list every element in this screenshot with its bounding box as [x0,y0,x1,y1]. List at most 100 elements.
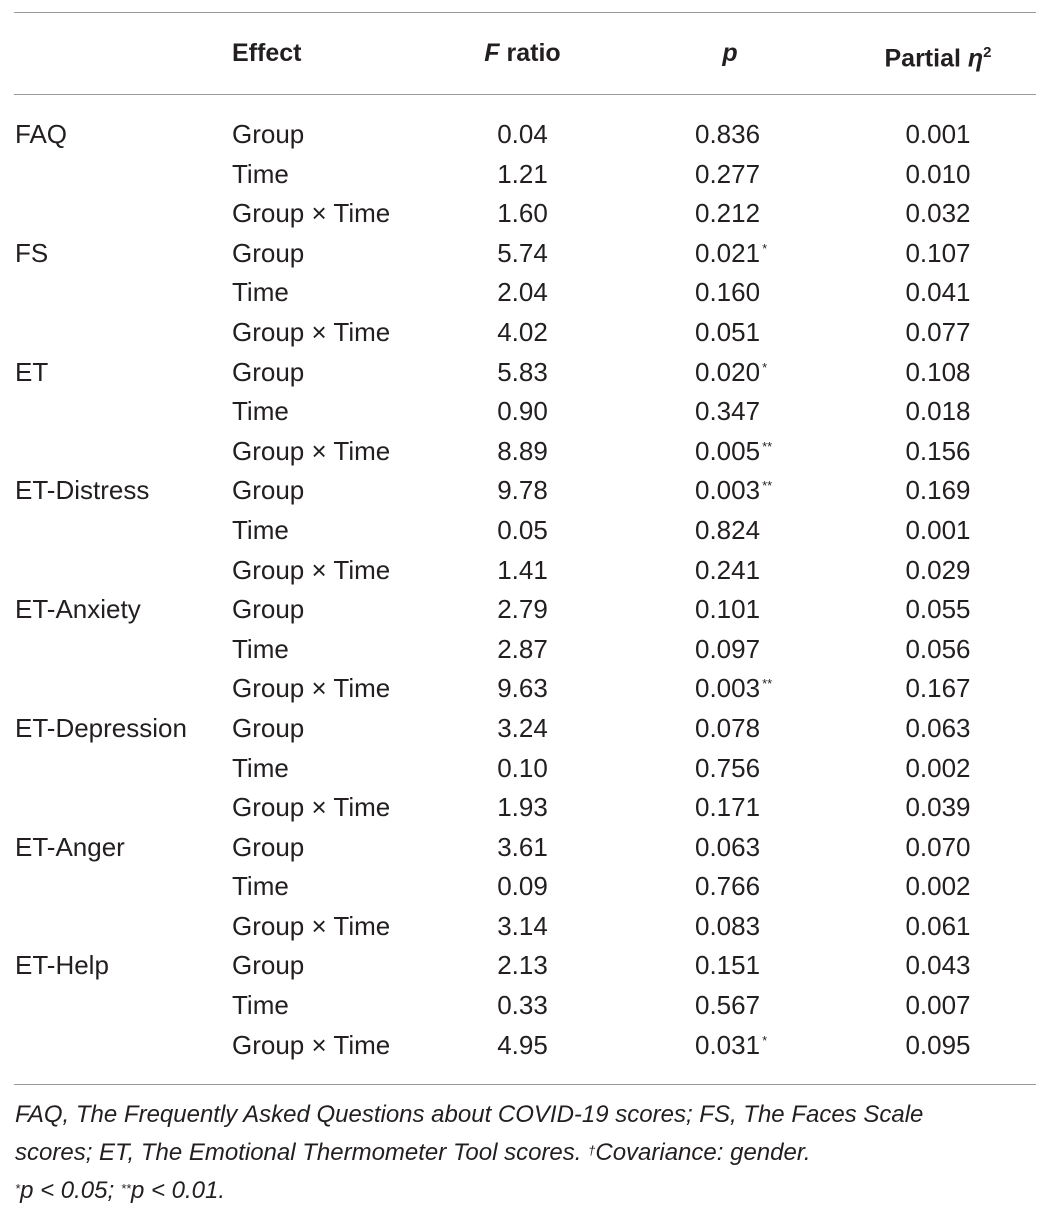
cell-measure: ET-Distress [15,475,150,506]
cell-partial-eta: 0.063 [905,712,971,743]
table-row: Time 0.33 0.567 0.007 [0,985,1050,1025]
cell-f-ratio: 1.41 [497,554,548,585]
cell-f-ratio: 0.33 [497,990,548,1021]
p-value-text: 0.212 [695,193,760,233]
cell-measure: FS [15,237,49,268]
footnote-sig-1: * [15,1181,21,1196]
cell-p-value: 0.756 [655,748,805,788]
p-value-number: 0.003 [695,673,761,704]
cell-f-ratio: 3.24 [497,712,548,743]
cell-effect: Group × Time [232,1029,391,1060]
cell-measure: ET-Anxiety [15,594,141,625]
cell-p-value: 0.097 [655,629,805,669]
table-header: Effect F ratio p Partial η2 [0,30,1050,76]
cell-f-ratio: 5.74 [497,237,548,268]
cell-f-ratio: 0.04 [497,119,548,149]
cell-effect: Group [232,119,305,149]
cell-partial-eta: 0.039 [905,792,971,823]
cell-p-value: 0.020 * [655,352,805,392]
cell-effect: Group [232,475,305,506]
p-value-text: 0.063 [695,827,760,867]
cell-effect: Group × Time [232,673,391,704]
p-value-text: 0.003 ** [695,668,772,708]
cell-effect: Time [232,871,289,902]
cell-effect: Time [232,633,289,664]
p-value-number: 0.020 [695,356,761,387]
p-value-number: 0.171 [695,792,761,823]
cell-f-ratio: 4.95 [497,1029,548,1060]
cell-f-ratio: 0.05 [497,514,548,545]
table-row: Group × Time 8.89 0.005 ** 0.156 [0,431,1050,471]
p-value-text: 0.078 [695,708,760,748]
table-row: Time 1.21 0.277 0.010 [0,154,1050,194]
cell-partial-eta: 0.010 [905,158,971,189]
footnote-line-1: FAQ, The Frequently Asked Questions abou… [15,1101,924,1128]
p-value-text: 0.836 [695,114,760,154]
p-value-text: 0.101 [695,589,760,629]
p-value-text: 0.824 [695,510,760,550]
cell-partial-eta: 0.002 [905,752,971,783]
p-value-text: 0.031 * [695,1025,767,1065]
footnote-covariance: Covariance: gender. [595,1139,811,1166]
cell-effect: Group × Time [232,792,391,823]
significance-marker: * [762,1032,768,1048]
cell-partial-eta: 0.029 [905,554,971,585]
cell-effect: Group [232,712,305,743]
cell-measure: ET [15,356,49,387]
cell-p-value: 0.277 [655,154,805,194]
p-value-text: 0.083 [695,906,760,946]
table-row: ET-Anger Group 3.61 0.063 0.070 [0,827,1050,867]
header-p: p [722,39,738,67]
cell-f-ratio: 2.13 [497,950,548,981]
table-body: FAQ Group 0.04 0.836 0.001 Time 1.21 0.277 0.010… [0,114,1050,1064]
p-value-text: 0.171 [695,787,760,827]
table-row: Time 0.10 0.756 0.002 [0,748,1050,788]
cell-p-value: 0.212 [655,193,805,233]
cell-partial-eta: 0.007 [905,990,971,1021]
p-value-text: 0.241 [695,550,760,590]
p-value-text: 0.277 [695,154,760,194]
cell-f-ratio: 1.21 [497,158,548,189]
cell-effect: Time [232,752,289,783]
footnote-line-3: *p < 0.05; **p < 0.01. [15,1172,1035,1210]
cell-partial-eta: 0.041 [905,277,971,308]
table-row: ET-Depression Group 3.24 0.078 0.063 [0,708,1050,748]
p-value-text: 0.021 * [695,233,767,273]
cell-p-value: 0.083 [655,906,805,946]
cell-partial-eta: 0.001 [905,119,971,149]
cell-f-ratio: 0.10 [497,752,548,783]
cell-partial-eta: 0.001 [905,514,971,545]
p-value-number: 0.567 [695,990,761,1021]
p-value-text: 0.003 ** [695,470,772,510]
cell-effect: Group × Time [232,554,391,585]
p-value-number: 0.021 [695,237,761,268]
header-eta-symbol: η [967,44,984,73]
table-row: Group × Time 4.95 0.031 * 0.095 [0,1025,1050,1065]
cell-p-value: 0.836 [655,114,805,154]
table-row: FS Group 5.74 0.021 * 0.107 [0,233,1050,273]
cell-partial-eta: 0.167 [905,673,971,704]
cell-f-ratio: 5.83 [497,356,548,387]
cell-f-ratio: 1.60 [497,198,548,229]
cell-partial-eta: 0.018 [905,396,971,427]
p-value-number: 0.766 [695,871,761,902]
p-value-text: 0.756 [695,748,760,788]
cell-p-value: 0.021 * [655,233,805,273]
p-value-number: 0.063 [695,831,761,862]
p-value-text: 0.051 [695,312,760,352]
cell-f-ratio: 9.78 [497,475,548,506]
p-value-number: 0.097 [695,633,761,664]
p-value-number: 0.003 [695,475,761,506]
cell-measure: ET-Anger [15,831,125,862]
footnote-dagger: † [588,1143,596,1158]
table-row: FAQ Group 0.04 0.836 0.001 [0,114,1050,154]
cell-f-ratio: 4.02 [497,316,548,347]
p-value-text: 0.347 [695,391,760,431]
table-row: Time 0.90 0.347 0.018 [0,391,1050,431]
cell-effect: Time [232,514,289,545]
p-value-number: 0.005 [695,435,761,466]
p-value-number: 0.347 [695,396,761,427]
table-row: Group × Time 4.02 0.051 0.077 [0,312,1050,352]
p-value-number: 0.212 [695,198,761,229]
header-eta-sup: 2 [983,44,992,61]
